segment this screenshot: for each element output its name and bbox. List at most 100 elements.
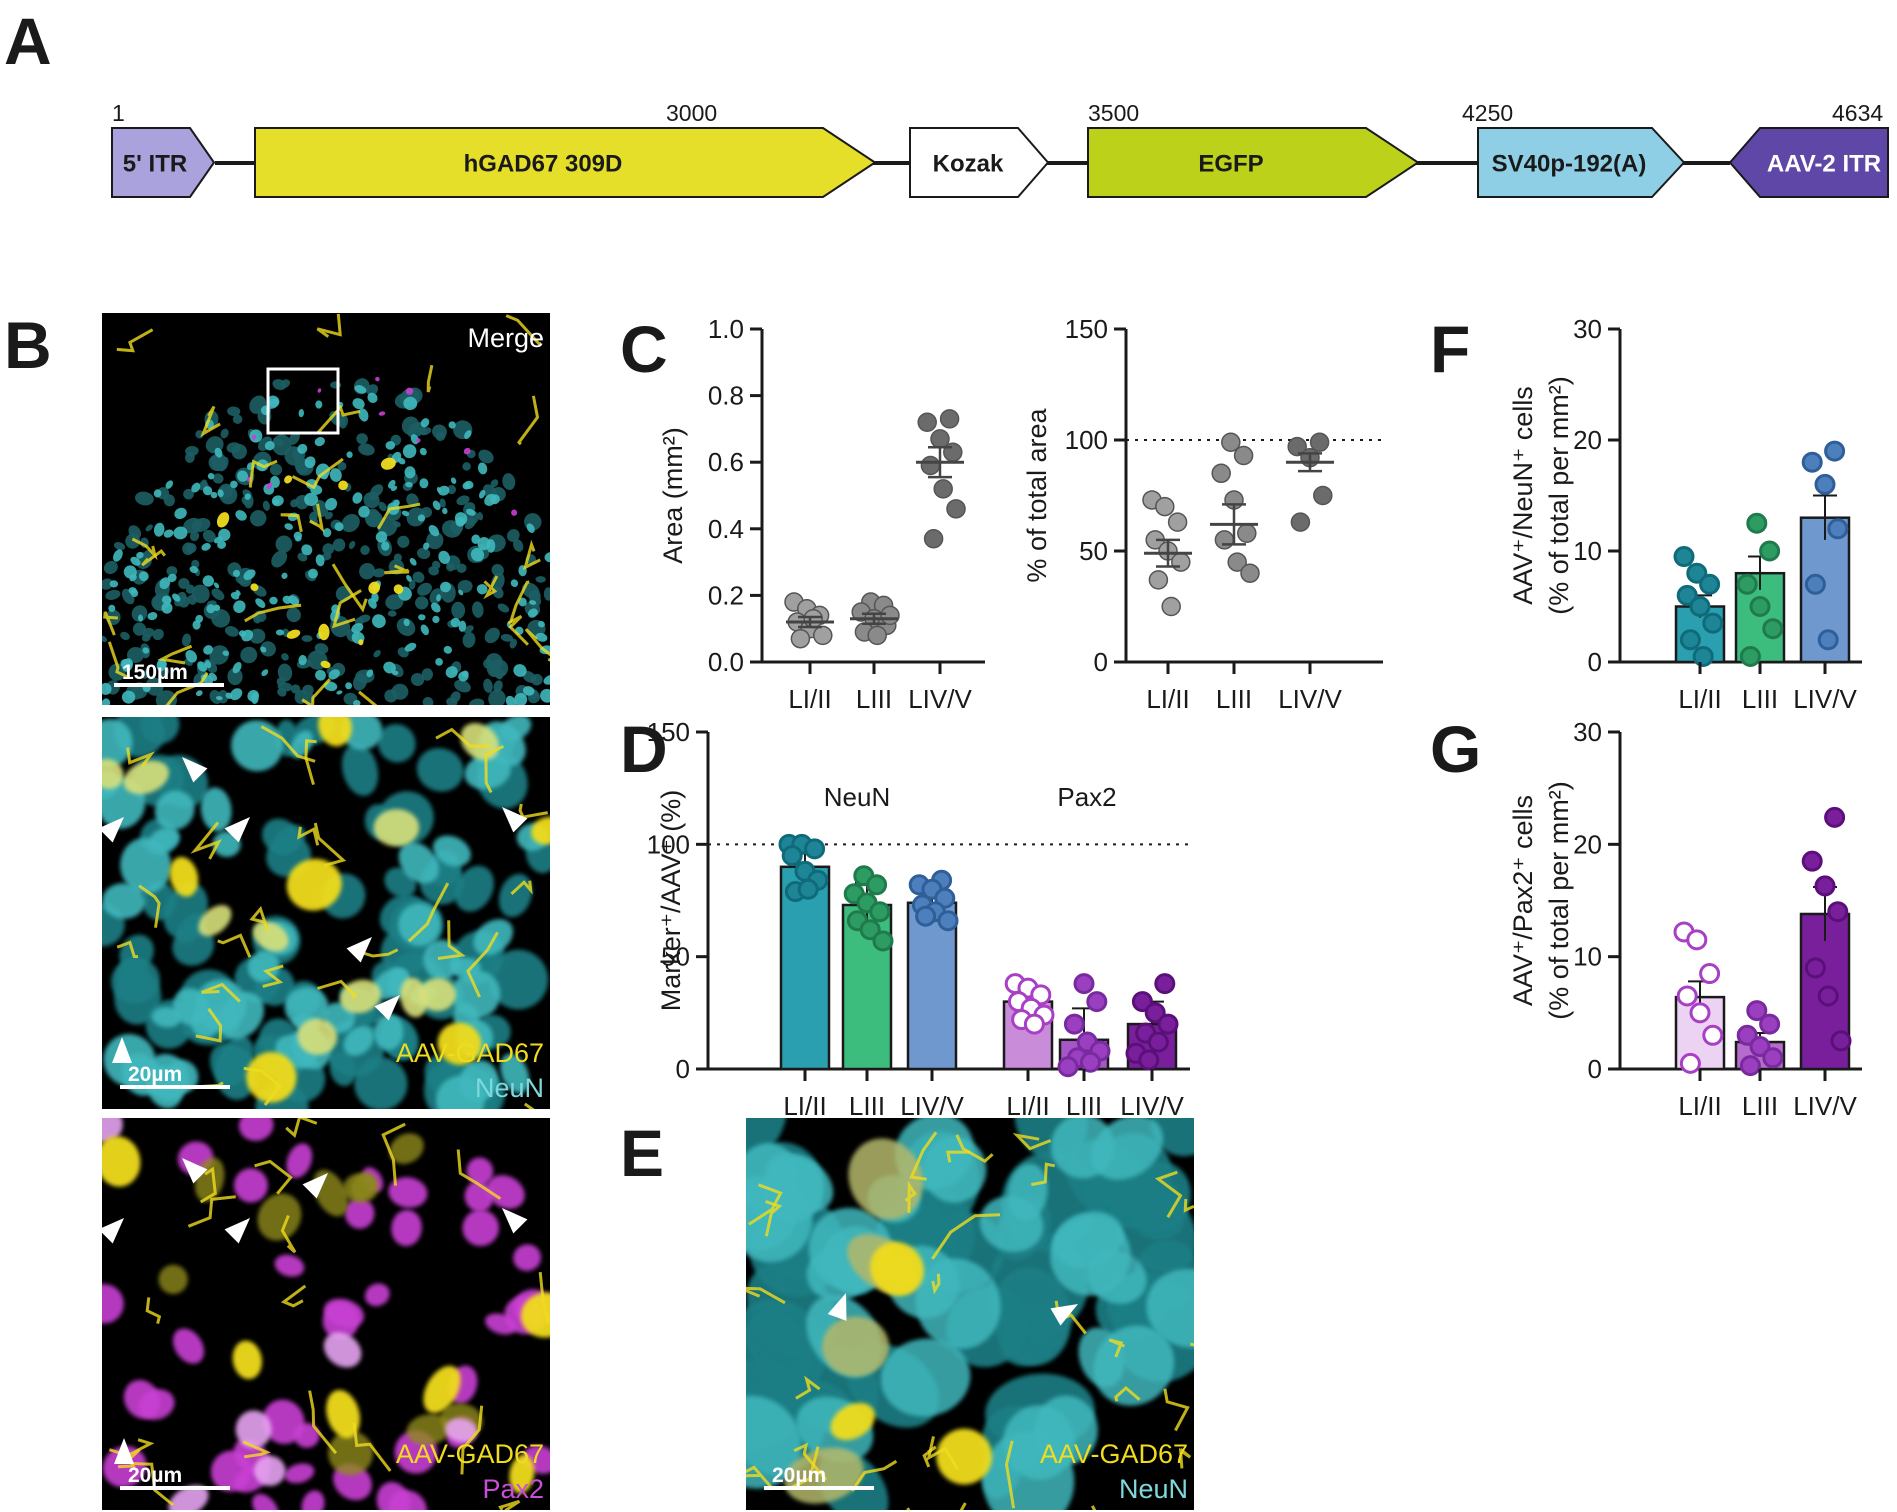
data-point — [946, 499, 966, 519]
cell — [207, 472, 215, 480]
cell — [320, 660, 331, 669]
fiber — [926, 1436, 960, 1471]
fiber — [103, 611, 119, 636]
cell — [426, 531, 444, 550]
cell — [211, 588, 225, 601]
cell — [352, 492, 363, 504]
cell — [202, 529, 216, 543]
fiber — [507, 614, 529, 646]
data-point — [1699, 573, 1721, 595]
fiber — [249, 905, 270, 933]
cell — [451, 601, 466, 619]
fiber — [352, 1422, 392, 1472]
cell — [233, 600, 246, 614]
cell — [360, 545, 370, 555]
fiber — [1163, 1388, 1190, 1432]
cell — [224, 626, 239, 637]
cell — [340, 717, 383, 750]
cell — [315, 669, 326, 681]
cell — [438, 485, 450, 496]
fiber — [547, 657, 550, 662]
data-point — [923, 529, 944, 549]
cell — [238, 1118, 274, 1141]
cell — [249, 628, 266, 644]
cell — [348, 540, 356, 550]
cell — [103, 560, 118, 575]
micrograph-cells — [102, 717, 550, 1109]
fiber — [308, 1390, 338, 1455]
cell — [345, 682, 353, 690]
y-tick-label: 0.2 — [708, 580, 744, 610]
cell — [332, 538, 346, 552]
fiber — [1190, 1342, 1194, 1347]
data-point — [1817, 985, 1839, 1007]
cell — [251, 434, 257, 440]
cell — [269, 463, 283, 476]
cell — [102, 718, 133, 768]
cell — [288, 595, 300, 606]
fiber — [509, 580, 530, 623]
cell — [464, 753, 511, 790]
data-point — [1673, 546, 1695, 568]
data-point — [1762, 618, 1784, 640]
cell — [140, 670, 150, 679]
fiber — [510, 880, 533, 895]
x-tick-label: LI/II — [1678, 684, 1721, 714]
fiber — [793, 1442, 828, 1481]
data-point — [1739, 1055, 1761, 1077]
panel-label-d: D — [620, 712, 668, 786]
data-point — [1157, 1013, 1179, 1035]
cell — [275, 535, 293, 553]
cell — [264, 441, 275, 451]
y-tick-label: 150 — [1065, 314, 1108, 344]
cell — [284, 523, 293, 530]
cell — [383, 661, 396, 674]
cell — [454, 865, 494, 912]
x-tick-label: LI/II — [1678, 1091, 1721, 1121]
cell — [446, 485, 457, 495]
y-tick-label: 0 — [1588, 1054, 1602, 1084]
cell — [407, 422, 426, 438]
cell — [458, 671, 469, 682]
arrowhead-icon — [224, 1218, 250, 1244]
cell — [870, 1241, 924, 1296]
cell — [378, 411, 386, 416]
cell — [120, 658, 133, 670]
arrowhead-icon — [114, 1438, 134, 1464]
cell — [280, 379, 291, 388]
data-point — [1237, 523, 1257, 543]
cell — [1007, 1163, 1048, 1221]
cell — [323, 1332, 362, 1368]
fiber — [254, 1159, 293, 1195]
cell — [419, 977, 456, 1012]
cell — [490, 494, 500, 505]
cell — [169, 856, 199, 897]
data-point — [1746, 1000, 1768, 1022]
cell — [419, 447, 427, 456]
vector-construct: 1 3000 3500 4250 4634 5' ITR hGAD67 309D K… — [111, 100, 1889, 198]
x-tick-label: LIV/V — [1120, 1091, 1184, 1121]
data-point — [1736, 573, 1758, 595]
cell — [436, 1075, 485, 1109]
data-point — [1023, 1013, 1045, 1035]
cell — [385, 594, 404, 610]
fiber — [107, 641, 128, 679]
cell — [450, 617, 461, 628]
fiber — [195, 1007, 223, 1043]
cell — [398, 903, 441, 947]
cell — [195, 430, 204, 439]
fiber — [931, 1273, 941, 1295]
cell — [167, 573, 177, 583]
cell — [454, 512, 468, 525]
group-label-pax2: Pax2 — [1057, 782, 1116, 812]
cell — [462, 1209, 499, 1247]
cell — [240, 646, 258, 664]
cell — [537, 620, 545, 628]
cell — [363, 492, 380, 509]
y-tick-label: 0.6 — [708, 447, 744, 477]
data-point — [867, 625, 887, 646]
y-tick-label: 0 — [1588, 647, 1602, 677]
cell — [185, 584, 195, 594]
neun-label-aav: AAV-GAD67 — [396, 1038, 544, 1068]
cell — [466, 1157, 494, 1186]
